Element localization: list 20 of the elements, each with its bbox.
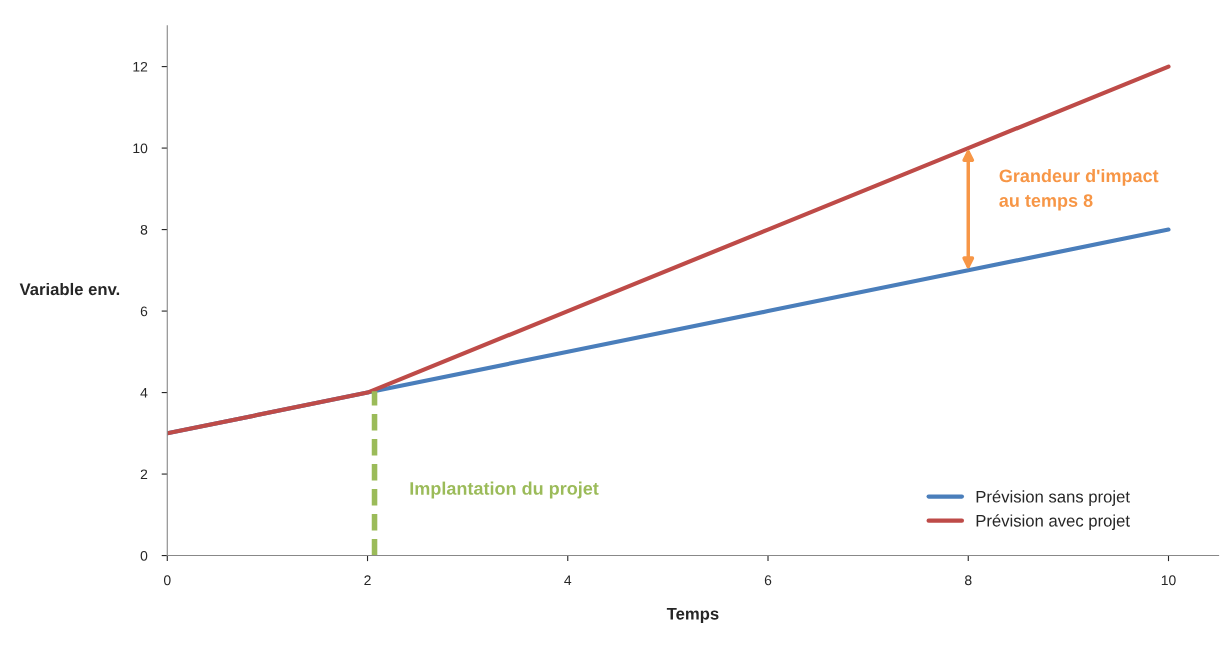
y-tick-label: 12 [133, 61, 148, 72]
y-tick-label: 2 [140, 469, 148, 480]
line-series [167, 64, 1171, 436]
x-axis-title: Temps [666, 608, 719, 623]
x-tick-label: 4 [564, 575, 572, 586]
y-tick-label: 4 [140, 388, 148, 398]
legend-label: Prévision sans projet [976, 490, 1130, 506]
x-tick-label: 6 [764, 575, 772, 586]
legend-label: Prévision avec projet [976, 514, 1130, 530]
y-tick-label: 8 [140, 224, 148, 235]
y-tick-label: 6 [140, 306, 148, 317]
x-tick-label: 10 [1161, 575, 1176, 586]
x-tick-label: 0 [163, 575, 171, 586]
y-tick-label: 0 [140, 550, 148, 561]
x-tick-label: 8 [964, 575, 972, 586]
x-tick-label: 2 [364, 575, 371, 586]
y-tick-label: 10 [133, 143, 148, 154]
y-axis-title: Variable env. [19, 282, 120, 296]
ref-line-label: Implantation du projet [410, 481, 599, 499]
annotation: Grandeur d'impact au temps 8 [999, 168, 1159, 211]
